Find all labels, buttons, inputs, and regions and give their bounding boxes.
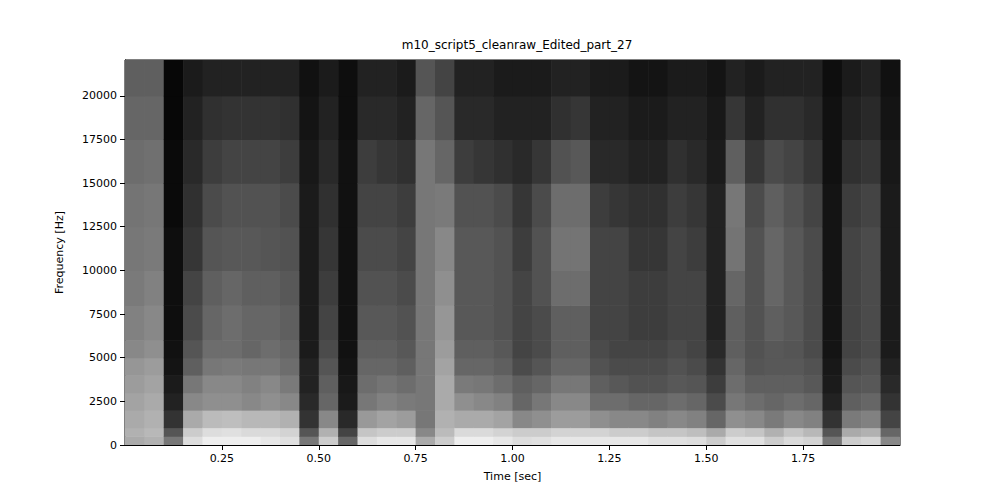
svg-text:1.00: 1.00	[500, 452, 525, 465]
svg-text:1.25: 1.25	[597, 452, 622, 465]
svg-text:12500: 12500	[82, 220, 117, 233]
svg-text:m10_script5_cleanraw_Edited_pa: m10_script5_cleanraw_Edited_part_27	[402, 38, 633, 52]
svg-text:15000: 15000	[82, 177, 117, 190]
svg-text:2500: 2500	[89, 395, 117, 408]
svg-text:5000: 5000	[89, 351, 117, 364]
svg-text:10000: 10000	[82, 264, 117, 277]
svg-text:0.75: 0.75	[403, 452, 428, 465]
svg-text:Frequency [Hz]: Frequency [Hz]	[53, 211, 66, 294]
svg-text:Time [sec]: Time [sec]	[483, 470, 542, 483]
svg-text:1.50: 1.50	[694, 452, 719, 465]
svg-text:0.25: 0.25	[210, 452, 235, 465]
svg-text:20000: 20000	[82, 89, 117, 102]
svg-text:0: 0	[110, 439, 117, 452]
svg-text:17500: 17500	[82, 133, 117, 146]
svg-text:0.50: 0.50	[307, 452, 332, 465]
svg-text:7500: 7500	[89, 308, 117, 321]
svg-text:1.75: 1.75	[791, 452, 816, 465]
